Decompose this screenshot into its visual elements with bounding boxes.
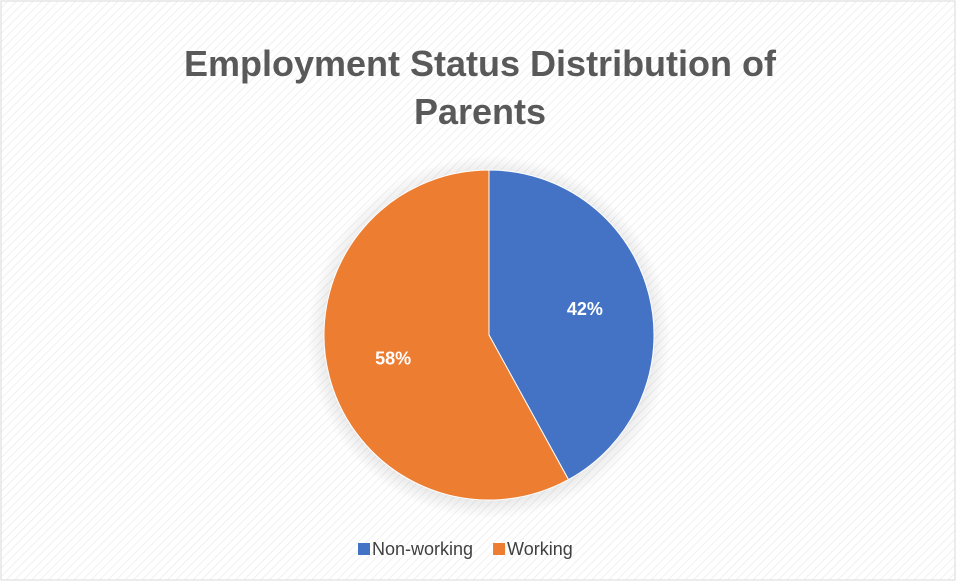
chart-title: Employment Status Distribution of Parent… [183,43,776,132]
pie-slice [323,169,570,501]
legend-label: Non-working [372,539,473,559]
legend-swatch [358,543,370,555]
data-label: 58% [375,348,411,368]
legend-label: Working [507,539,573,559]
data-label: 42% [567,299,603,319]
pie-slice [488,169,655,481]
legend-swatch [493,543,506,555]
